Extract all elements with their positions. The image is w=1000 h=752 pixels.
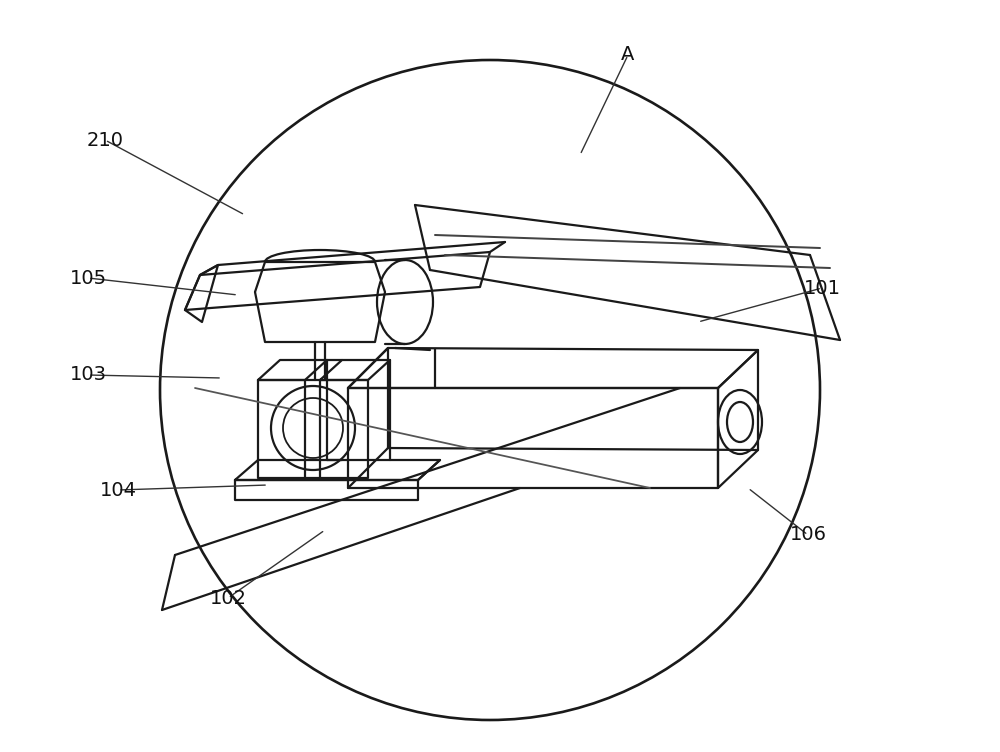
- Text: 106: 106: [790, 526, 826, 544]
- Text: A: A: [621, 46, 635, 65]
- Text: 105: 105: [69, 268, 107, 287]
- Text: 210: 210: [87, 131, 124, 150]
- Text: 102: 102: [210, 589, 246, 608]
- Text: 103: 103: [70, 365, 106, 384]
- Text: 104: 104: [100, 481, 136, 499]
- Text: 101: 101: [804, 278, 840, 298]
